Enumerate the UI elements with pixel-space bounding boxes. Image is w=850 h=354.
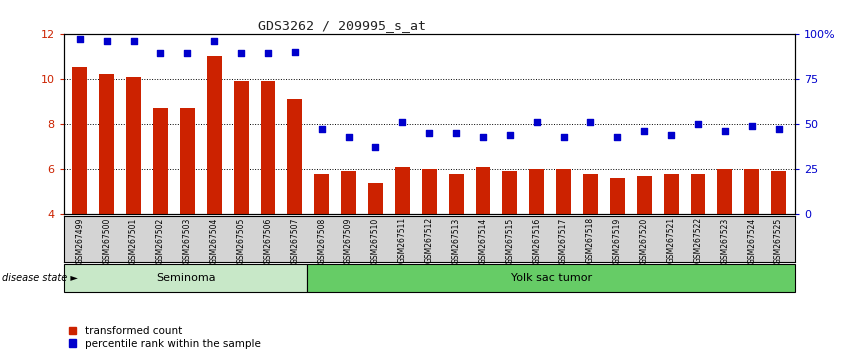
Text: GSM267512: GSM267512 — [425, 217, 434, 263]
Point — [422, 130, 436, 136]
Bar — [72, 68, 88, 304]
Text: GSM267520: GSM267520 — [640, 217, 649, 264]
Point — [154, 51, 167, 56]
Bar — [153, 108, 168, 304]
Bar — [690, 173, 706, 304]
Point — [610, 134, 624, 139]
Text: GSM267503: GSM267503 — [183, 217, 192, 264]
Point — [584, 119, 598, 125]
Text: GSM267524: GSM267524 — [747, 217, 756, 264]
Bar — [476, 167, 490, 304]
Point — [261, 51, 275, 56]
Point — [369, 144, 382, 150]
Point — [557, 134, 570, 139]
Bar — [637, 176, 652, 304]
Bar — [583, 173, 598, 304]
Bar — [717, 169, 732, 304]
Text: GSM267514: GSM267514 — [479, 217, 488, 264]
Text: Seminoma: Seminoma — [156, 273, 215, 283]
Bar — [64, 264, 308, 292]
Point — [207, 38, 221, 44]
Text: GSM267502: GSM267502 — [156, 217, 165, 264]
Text: GSM267506: GSM267506 — [264, 217, 273, 264]
Bar — [180, 108, 195, 304]
Bar — [314, 173, 329, 304]
Point — [665, 132, 678, 138]
Point — [235, 51, 248, 56]
Text: GSM267513: GSM267513 — [451, 217, 461, 264]
Point — [476, 134, 490, 139]
Bar — [771, 171, 786, 304]
Text: GSM267523: GSM267523 — [720, 217, 729, 264]
Bar — [530, 169, 544, 304]
Point — [503, 132, 517, 138]
Text: GSM267508: GSM267508 — [317, 217, 326, 264]
Text: GSM267516: GSM267516 — [532, 217, 541, 264]
Bar — [261, 81, 275, 304]
Text: GSM267504: GSM267504 — [210, 217, 218, 264]
Point — [127, 38, 140, 44]
Text: GSM267519: GSM267519 — [613, 217, 622, 264]
Text: GSM267510: GSM267510 — [371, 217, 380, 264]
Bar — [308, 264, 795, 292]
Bar — [745, 169, 759, 304]
Text: GSM267515: GSM267515 — [506, 217, 514, 264]
Text: GSM267507: GSM267507 — [291, 217, 299, 264]
Bar — [610, 178, 625, 304]
Bar — [99, 74, 114, 304]
Bar — [664, 173, 678, 304]
Text: GDS3262 / 209995_s_at: GDS3262 / 209995_s_at — [258, 19, 426, 32]
Bar — [368, 183, 382, 304]
Text: GSM267525: GSM267525 — [774, 217, 783, 264]
Point — [395, 119, 409, 125]
Point — [315, 126, 329, 132]
Text: GSM267500: GSM267500 — [102, 217, 111, 264]
Point — [180, 51, 194, 56]
Bar — [422, 169, 437, 304]
Bar — [127, 76, 141, 304]
Point — [288, 49, 302, 55]
Text: GSM267499: GSM267499 — [76, 217, 84, 264]
Point — [772, 126, 785, 132]
Text: GSM267521: GSM267521 — [666, 217, 676, 263]
Text: Yolk sac tumor: Yolk sac tumor — [511, 273, 592, 283]
Text: GSM267522: GSM267522 — [694, 217, 702, 263]
Bar — [502, 171, 518, 304]
Point — [691, 121, 705, 127]
Bar — [556, 169, 571, 304]
Text: GSM267518: GSM267518 — [586, 217, 595, 263]
Point — [530, 119, 543, 125]
Text: GSM267517: GSM267517 — [559, 217, 568, 264]
Bar — [341, 171, 356, 304]
Bar — [207, 56, 222, 304]
Point — [342, 134, 355, 139]
Legend: transformed count, percentile rank within the sample: transformed count, percentile rank withi… — [69, 326, 260, 349]
Point — [100, 38, 114, 44]
Point — [718, 128, 732, 134]
Bar — [287, 99, 303, 304]
Text: GSM267505: GSM267505 — [236, 217, 246, 264]
Bar — [395, 167, 410, 304]
Bar — [234, 81, 248, 304]
Point — [450, 130, 463, 136]
Text: GSM267509: GSM267509 — [344, 217, 353, 264]
Point — [638, 128, 651, 134]
Text: disease state ►: disease state ► — [2, 273, 77, 283]
Text: GSM267501: GSM267501 — [129, 217, 138, 264]
Text: GSM267511: GSM267511 — [398, 217, 407, 263]
Point — [73, 36, 87, 42]
Point — [745, 123, 758, 129]
Bar — [449, 173, 463, 304]
